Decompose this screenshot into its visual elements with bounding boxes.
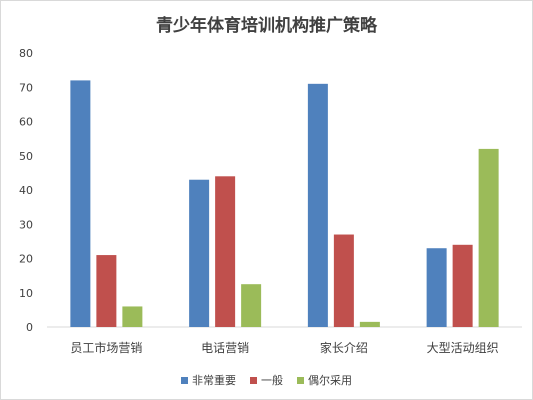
bar-3-1 <box>307 83 328 327</box>
bar-4-1 <box>426 248 447 327</box>
y-tick-label: 40 <box>19 184 33 197</box>
x-category-label: 大型活动组织 <box>427 341 499 355</box>
legend-label: 一般 <box>261 374 283 387</box>
legend-label: 偶尔采用 <box>308 374 352 387</box>
y-tick-label: 30 <box>19 218 33 231</box>
bar-1-1 <box>70 80 91 328</box>
x-category-label: 员工市场营销 <box>70 340 142 355</box>
bar-2-3 <box>241 284 262 327</box>
legend-swatch <box>181 376 188 384</box>
legend-item: 一般 <box>250 372 283 388</box>
chart-title: 青少年体育培训机构推广策略 <box>156 16 377 36</box>
y-tick-label: 80 <box>19 47 33 60</box>
bar-1-3 <box>122 306 143 327</box>
x-category-label: 电话营销 <box>201 341 249 355</box>
bar-1-2 <box>96 255 117 327</box>
bar-4-2 <box>452 244 473 327</box>
y-tick-label: 70 <box>19 81 33 94</box>
bar-2-2 <box>215 176 236 327</box>
legend-item: 非常重要 <box>181 372 236 388</box>
legend-item: 偶尔采用 <box>297 372 352 388</box>
y-tick-label: 60 <box>19 116 33 129</box>
y-tick-label: 10 <box>19 287 33 300</box>
chart-legend: 非常重要 一般 偶尔采用 <box>1 372 532 388</box>
x-category-label: 家长介绍 <box>320 340 368 355</box>
legend-swatch <box>250 376 257 384</box>
y-tick-label: 50 <box>19 150 33 163</box>
bar-3-2 <box>333 234 354 327</box>
y-tick-label: 20 <box>19 253 33 266</box>
bar-2-1 <box>189 179 210 327</box>
legend-swatch <box>297 376 304 384</box>
y-tick-label: 0 <box>26 321 33 334</box>
bar-3-3 <box>359 321 380 327</box>
legend-label: 非常重要 <box>192 374 236 387</box>
bar-4-3 <box>478 148 499 327</box>
